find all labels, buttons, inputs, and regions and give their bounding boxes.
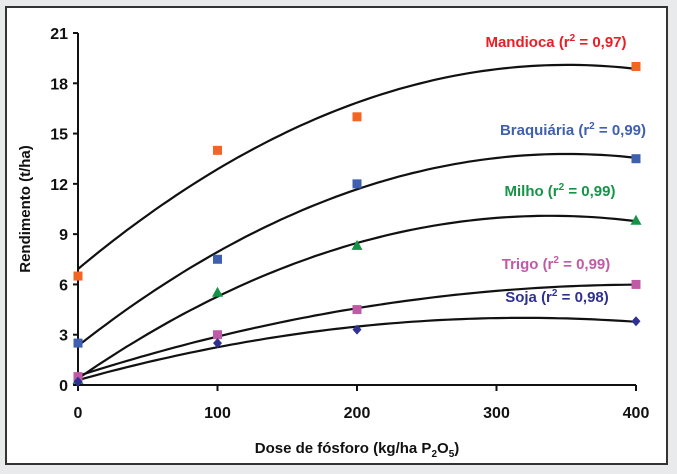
y-tick-label: 12 [50,177,68,194]
x-axis-label: Dose de fósforo (kg/ha P2O5) [255,440,460,460]
series-label-trigo: Trigo (r2 = 0,99) [502,255,611,273]
data-point [213,145,222,155]
data-point [352,112,362,122]
series-labels: Mandioca (r2 = 0,97) Braquiária (r2 = 0,9… [485,33,646,306]
data-point [213,338,222,349]
data-point [631,279,641,289]
y-tick-label: 6 [59,277,68,294]
x-tick-label: 200 [344,405,371,422]
data-point [213,330,222,340]
y-tick-label: 9 [59,227,68,244]
series-label-soja: Soja (r2 = 0,98) [505,288,609,306]
y-tick-label: 0 [59,378,68,395]
x-tick-label: 400 [623,405,650,422]
y-tick-label: 3 [59,328,68,345]
data-point [213,254,222,264]
data-point [352,324,362,335]
series-label-mandioca: Mandioca (r2 = 0,97) [485,33,626,51]
series-label-milho: Milho (r2 = 0,99) [504,182,615,200]
data-point [352,179,362,189]
data-points [72,62,642,387]
data-point [212,286,223,297]
trendline-braquiária [77,152,637,347]
x-tick-label: 300 [483,405,510,422]
data-point [631,62,641,72]
data-point [73,338,83,348]
trendline-mandioca [77,63,637,270]
chart-frame [5,6,668,465]
y-tick-label: 15 [50,127,68,144]
data-point [631,316,641,327]
data-point [351,239,363,250]
axes: 0 3 6 9 12 15 18 21 0 100 200 300 400 [50,26,649,422]
data-point [73,372,83,382]
data-point [630,214,642,225]
data-point [631,154,641,164]
x-tick-label: 0 [74,405,83,422]
y-axis-label: Rendimento (t/ha) [17,145,34,273]
x-tick-label: 100 [204,405,231,422]
y-tick-label: 21 [50,26,68,43]
data-point [73,376,83,387]
series-label-braquiária: Braquiária (r2 = 0,99) [500,121,646,139]
y-tick-label: 18 [50,76,68,93]
data-point [73,271,83,281]
data-point [352,305,362,315]
